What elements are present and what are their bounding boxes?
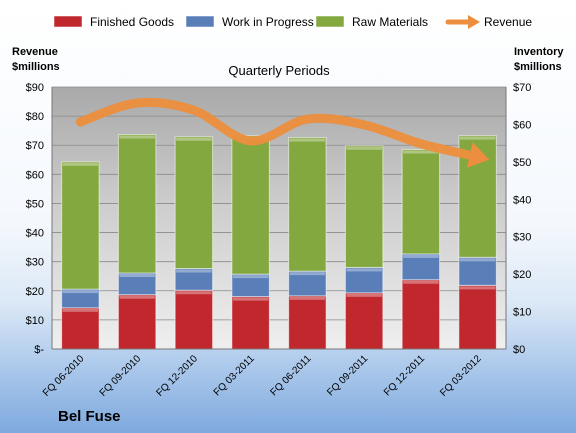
left-tick-label: $90: [26, 82, 44, 94]
bar-segment: [344, 145, 384, 268]
right-axis-title-line1: Inventory: [514, 46, 564, 58]
bar-segment: [458, 284, 497, 350]
bar-highlight: [403, 254, 439, 258]
legend-swatch: [315, 15, 345, 28]
left-tick-label: $30: [26, 257, 44, 269]
bar-highlight: [232, 297, 269, 301]
bar-highlight: [346, 146, 382, 150]
x-axis: FQ 06-2010 FQ 09-2010 FQ 12-2010 FQ 03-2011…: [41, 353, 484, 399]
right-tick-label: $50: [513, 157, 531, 169]
left-axis: $- $10 $20 $30 $40 $50 $60 $70 $80 $90: [26, 82, 53, 356]
bar-segment: [288, 295, 327, 350]
x-tick-label: FQ 03-2012: [438, 353, 484, 399]
legend-swatch: [185, 15, 215, 28]
left-tick-label: $20: [26, 286, 44, 298]
bar-segment: [117, 134, 157, 274]
legend-label: Revenue: [484, 15, 532, 29]
bar-highlight: [289, 296, 326, 300]
bar-highlight: [459, 258, 496, 262]
bar-highlight: [62, 308, 99, 312]
left-tick-label: $-: [34, 344, 44, 356]
bar-highlight: [459, 286, 496, 290]
legend-arrowhead: [468, 15, 480, 29]
bar-highlight: [119, 295, 155, 299]
x-tick-label: FQ 03-2011: [212, 353, 257, 398]
left-tick-label: $70: [26, 140, 44, 152]
bar-segment: [117, 294, 157, 350]
right-tick-label: $0: [513, 344, 525, 356]
left-axis-title-line2: $millions: [12, 61, 60, 73]
bar-segment: [288, 137, 327, 272]
x-tick-label: FQ 09-2011: [325, 353, 370, 398]
bar-segment: [231, 296, 270, 350]
bar-segment: [61, 307, 100, 350]
x-tick-label: FQ 12-2010: [154, 353, 200, 399]
left-tick-label: $10: [26, 315, 44, 327]
revenue-arrowhead: [466, 142, 490, 168]
bar-highlight: [289, 272, 326, 276]
bar-highlight: [176, 269, 212, 273]
bar-highlight: [176, 137, 212, 141]
revenue-line-path: [75, 97, 483, 162]
bar-segment: [401, 279, 441, 350]
legend: Finished Goods Work in Progress Raw Materi…: [53, 15, 532, 29]
bar-highlight: [62, 162, 99, 166]
x-tick-label: FQ 06-2010: [41, 353, 87, 399]
bar-highlight: [403, 150, 439, 154]
bar-highlight: [459, 136, 496, 140]
company-name: Bel Fuse: [58, 408, 121, 425]
bar-highlight: [232, 275, 269, 279]
right-tick-label: $40: [513, 194, 531, 206]
bar-highlight: [346, 268, 382, 272]
revenue-line: [75, 97, 490, 168]
bar-segment: [174, 136, 214, 270]
right-tick-label: $10: [513, 307, 531, 319]
legend-label: Work in Progress: [222, 15, 314, 29]
legend-label: Finished Goods: [90, 15, 174, 29]
legend-swatch: [53, 15, 83, 28]
bar-segment: [401, 253, 441, 281]
left-tick-label: $40: [26, 228, 44, 240]
bar-segment: [458, 256, 497, 286]
bar-segment: [288, 270, 327, 297]
bar-segment: [231, 135, 270, 275]
left-tick-label: $60: [26, 169, 44, 181]
bar-highlight: [403, 280, 439, 284]
bar-highlight: [119, 135, 155, 139]
x-tick-label: FQ 12-2011: [382, 353, 427, 398]
bar-highlight: [346, 293, 382, 297]
bar-highlight: [289, 138, 326, 142]
bar-highlight: [119, 274, 155, 278]
right-axis: $0 $10 $20 $30 $40 $50 $60 $70: [52, 82, 531, 356]
legend-label: Raw Materials: [352, 15, 428, 29]
right-tick-label: $30: [513, 232, 531, 244]
bar-highlight: [176, 291, 212, 295]
right-axis-title-line2: $millions: [514, 61, 562, 73]
left-axis-title-line1: Revenue: [12, 46, 58, 58]
x-tick-label: FQ 09-2010: [98, 353, 144, 399]
bar-segment: [174, 289, 214, 350]
left-tick-label: $80: [26, 111, 44, 123]
right-tick-label: $60: [513, 119, 531, 131]
right-tick-label: $20: [513, 269, 531, 281]
bar-segment: [61, 161, 100, 290]
bars: [61, 134, 497, 350]
bar-segment: [344, 292, 384, 350]
bar-segment: [344, 266, 384, 294]
bar-highlight: [62, 290, 99, 294]
left-tick-label: $50: [26, 198, 44, 210]
right-tick-label: $70: [513, 82, 531, 94]
bar-segment: [401, 149, 441, 255]
x-tick-label: FQ 06-2011: [269, 353, 314, 398]
chart-title: Quarterly Periods: [228, 63, 330, 78]
